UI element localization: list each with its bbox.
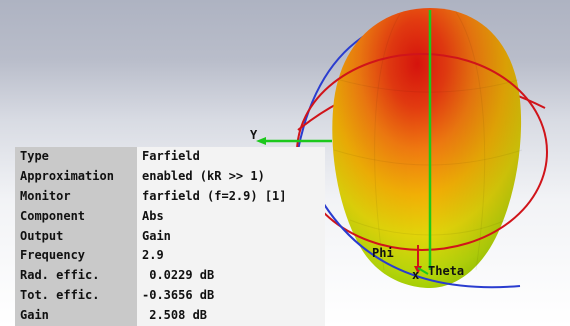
- property-value: Farfield: [137, 147, 325, 167]
- table-row: Type Farfield: [15, 147, 325, 167]
- property-name: Monitor: [15, 186, 137, 207]
- property-value: -0.3656 dB: [137, 286, 325, 306]
- property-value: enabled (kR >> 1): [137, 166, 325, 187]
- property-name: Output: [15, 226, 137, 247]
- property-name: Type: [15, 147, 137, 167]
- table-row: Approximation enabled (kR >> 1): [15, 166, 325, 187]
- property-name: Component: [15, 206, 137, 227]
- y-axis-arrowhead: [256, 137, 266, 145]
- farfield-properties-table: Type Farfield Approximation enabled (kR …: [15, 147, 325, 326]
- property-name: Gain: [15, 306, 137, 326]
- table-row: Rad. effic. 0.0229 dB: [15, 266, 325, 287]
- theta-label: Theta: [428, 264, 465, 278]
- table-row: Monitor farfield (f=2.9) [1]: [15, 186, 325, 207]
- property-name: Frequency: [15, 246, 137, 267]
- phi-label: Phi: [372, 246, 394, 260]
- property-value: 0.0229 dB: [137, 266, 325, 287]
- property-name: Approximation: [15, 166, 137, 187]
- table-row: Frequency 2.9: [15, 246, 325, 267]
- table-row: Component Abs: [15, 206, 325, 227]
- property-value: Abs: [137, 206, 325, 227]
- property-value: Gain: [137, 226, 325, 247]
- property-value: farfield (f=2.9) [1]: [137, 186, 325, 207]
- x-axis-label: x: [412, 268, 420, 282]
- property-value: 2.508 dB: [137, 306, 325, 326]
- table-row: Output Gain: [15, 226, 325, 247]
- property-name: Rad. effic.: [15, 266, 137, 287]
- property-name: Tot. effic.: [15, 286, 137, 306]
- y-axis-label: Y: [250, 128, 258, 142]
- property-value: 2.9: [137, 246, 325, 267]
- table-row: Gain 2.508 dB: [15, 306, 325, 326]
- table-row: Tot. effic. -0.3656 dB: [15, 286, 325, 306]
